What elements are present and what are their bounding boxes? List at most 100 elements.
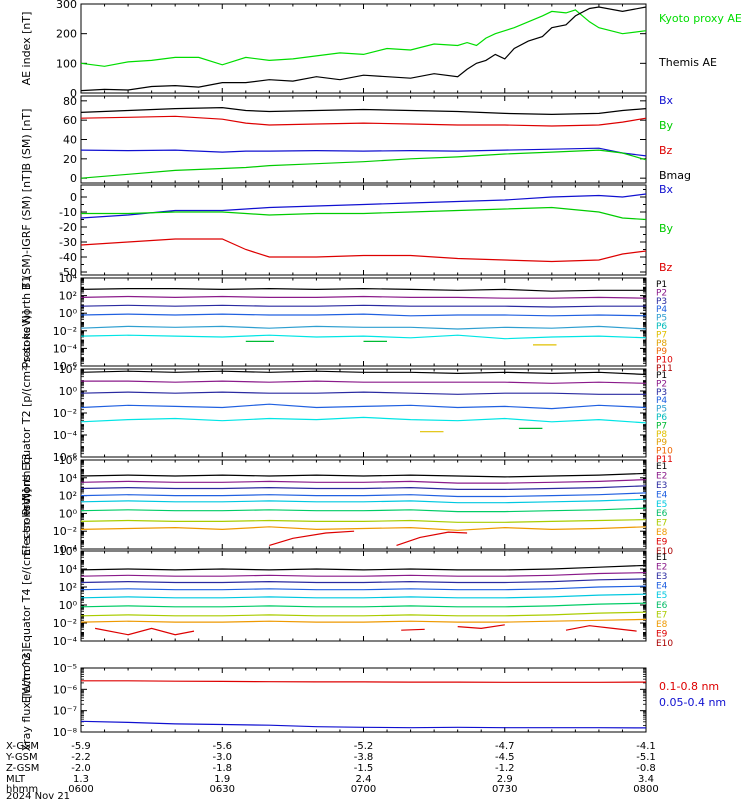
y-tick-label: 60 [63, 114, 77, 127]
y-tick-label: -30 [59, 236, 77, 249]
panel-6: 10⁶ 10⁴ 10² 10⁰ 10⁻² 10⁻⁴ Electrons North T3 E1… [20, 453, 673, 557]
y-tick-label: 10⁰ [59, 599, 78, 612]
legend-entry: E10 [656, 547, 673, 557]
series-line-e5 [80, 498, 647, 504]
y-axis-label: Electrons North T3 [20, 453, 33, 555]
panel-frame [80, 459, 647, 550]
series-fragment-e9 [401, 628, 425, 631]
legend-entry: P2 [656, 379, 667, 389]
time-row-value: 0630 [210, 784, 235, 795]
y-tick-label: 10⁻⁴ [53, 543, 78, 556]
legend-entry: P8 [656, 430, 667, 440]
time-row-value: -3.8 [354, 752, 374, 763]
series-fragment-e9 [565, 625, 637, 632]
legend-entry: E4 [656, 582, 668, 592]
legend-entry: P8 [656, 339, 667, 349]
series-line-e6 [80, 507, 647, 513]
series-line-p2 [80, 295, 647, 299]
legend-entry: P3 [656, 388, 667, 398]
y-tick-label: 10⁰ [59, 307, 78, 320]
y-tick-label: 0 [70, 87, 77, 100]
time-row-label: Z-GSM [6, 763, 39, 774]
y-tick-label: 10⁻⁶ [53, 360, 78, 373]
time-row-value: -1.2 [495, 763, 515, 774]
time-axis: X-GSM -5.9 -5.6 -5.2 -4.7 -4.1 Y-GSM -2.2 -3.0 -3… [5, 741, 659, 800]
legend-entry: E4 [656, 490, 668, 500]
legend-entry: P11 [656, 364, 673, 374]
time-row-value: -4.7 [495, 741, 515, 752]
panel-3: 0 -10 -20 -30 -40 -50 B (SM)-IGRF (SM) [nT] Bx B… [20, 170, 674, 290]
series-line-e7 [80, 519, 647, 523]
y-tick-label: 40 [63, 134, 77, 147]
series-line-p1 [80, 370, 647, 376]
series-line-e6 [80, 602, 647, 608]
series-line-by [81, 206, 647, 221]
series-fragment-e9 [396, 531, 468, 546]
time-row-label: Y-GSM [5, 752, 38, 763]
y-tick-label: 10⁰ [59, 385, 78, 398]
panel-5: 10² 10⁰ 10⁻² 10⁻⁴ 10⁻⁶ Protons Equator T2 [p/… [20, 310, 673, 515]
y-tick-label: 10⁻⁶ [53, 451, 78, 464]
legend-entry: P9 [656, 347, 667, 357]
time-row-value: -3.0 [212, 752, 232, 763]
legend-entry: E3 [656, 481, 667, 491]
time-row-value: -4.5 [495, 752, 515, 763]
series-line-bx [80, 193, 647, 219]
y-tick-label: 10⁶ [59, 454, 78, 467]
legend-entry: Bmag [659, 169, 691, 182]
y-tick-label: 10⁰ [59, 507, 78, 520]
series-line-e2 [80, 572, 647, 577]
time-row-label: X-GSM [6, 741, 39, 752]
panel-7: 10⁶ 10⁴ 10² 10⁰ 10⁻² 10⁻⁴ Electrons Equator T4… [20, 489, 673, 704]
legend-entry: Bx [659, 183, 674, 196]
legend-entry: E1 [656, 553, 667, 563]
series-line-p1 [80, 287, 646, 292]
y-axis-label: Protons Equator T2 [p/(cm²-s-sr-keV)] [20, 310, 33, 515]
time-row-value: 1.9 [214, 774, 230, 785]
y-tick-label: 10⁴ [59, 472, 78, 485]
time-row-value: -2.2 [71, 752, 91, 763]
legend-entry: E8 [656, 620, 668, 630]
panel-1: 0 100 200 300 AE index [nT] Kyoto proxy AE The… [20, 0, 742, 100]
time-row-value: 2.9 [497, 774, 513, 785]
legend-entry: P5 [656, 314, 667, 324]
y-tick-label: 10⁴ [59, 563, 78, 576]
series-line-e4 [80, 492, 647, 498]
legend-entry: P10 [656, 447, 673, 457]
y-tick-label: 10⁻² [53, 525, 77, 538]
series-fragment-e9 [94, 627, 195, 636]
y-tick-label: 10⁻⁸ [53, 726, 78, 739]
legend-entry: P4 [656, 396, 667, 406]
legend-entry: By [659, 222, 674, 235]
series-line-kyoto-proxy-ae [80, 9, 647, 67]
y-tick-label: 10² [59, 363, 77, 376]
time-row-value: -5.6 [212, 741, 232, 752]
panel-frame [80, 667, 647, 733]
y-tick-label: 10⁻² [53, 617, 77, 630]
time-row-value: -1.5 [354, 763, 374, 774]
time-row-value: -5.9 [71, 741, 91, 752]
y-axis-label: Electrons Equator T4 [e/(cm²-s-sr-keV)] [20, 489, 33, 704]
time-row-value: -2.0 [71, 763, 91, 774]
y-axis-label: Protons North T1 [20, 276, 33, 369]
legend-entry: P3 [656, 297, 667, 307]
time-row-value: 1.3 [73, 774, 89, 785]
series-line-p4 [80, 403, 647, 410]
y-axis-label: B (SM)-IGRF (SM) [nT] [20, 170, 33, 290]
series-line-p4 [80, 313, 647, 317]
time-row-value: -1.8 [212, 763, 232, 774]
series-line-e5 [80, 593, 647, 599]
time-row-value: 0730 [492, 784, 517, 795]
series-line-p5 [80, 325, 647, 330]
series-line-bz [80, 115, 647, 127]
series-line-p3 [80, 391, 646, 395]
series-line-e4 [80, 585, 647, 591]
legend-entry: P6 [656, 322, 667, 332]
legend-entry: Kyoto proxy AE [659, 12, 742, 25]
series-line-p6 [80, 334, 647, 340]
y-tick-label: -20 [59, 221, 77, 234]
legend-entry: P7 [656, 330, 667, 340]
series-line-themis-ae [80, 6, 647, 92]
series-line-e2 [80, 479, 647, 484]
